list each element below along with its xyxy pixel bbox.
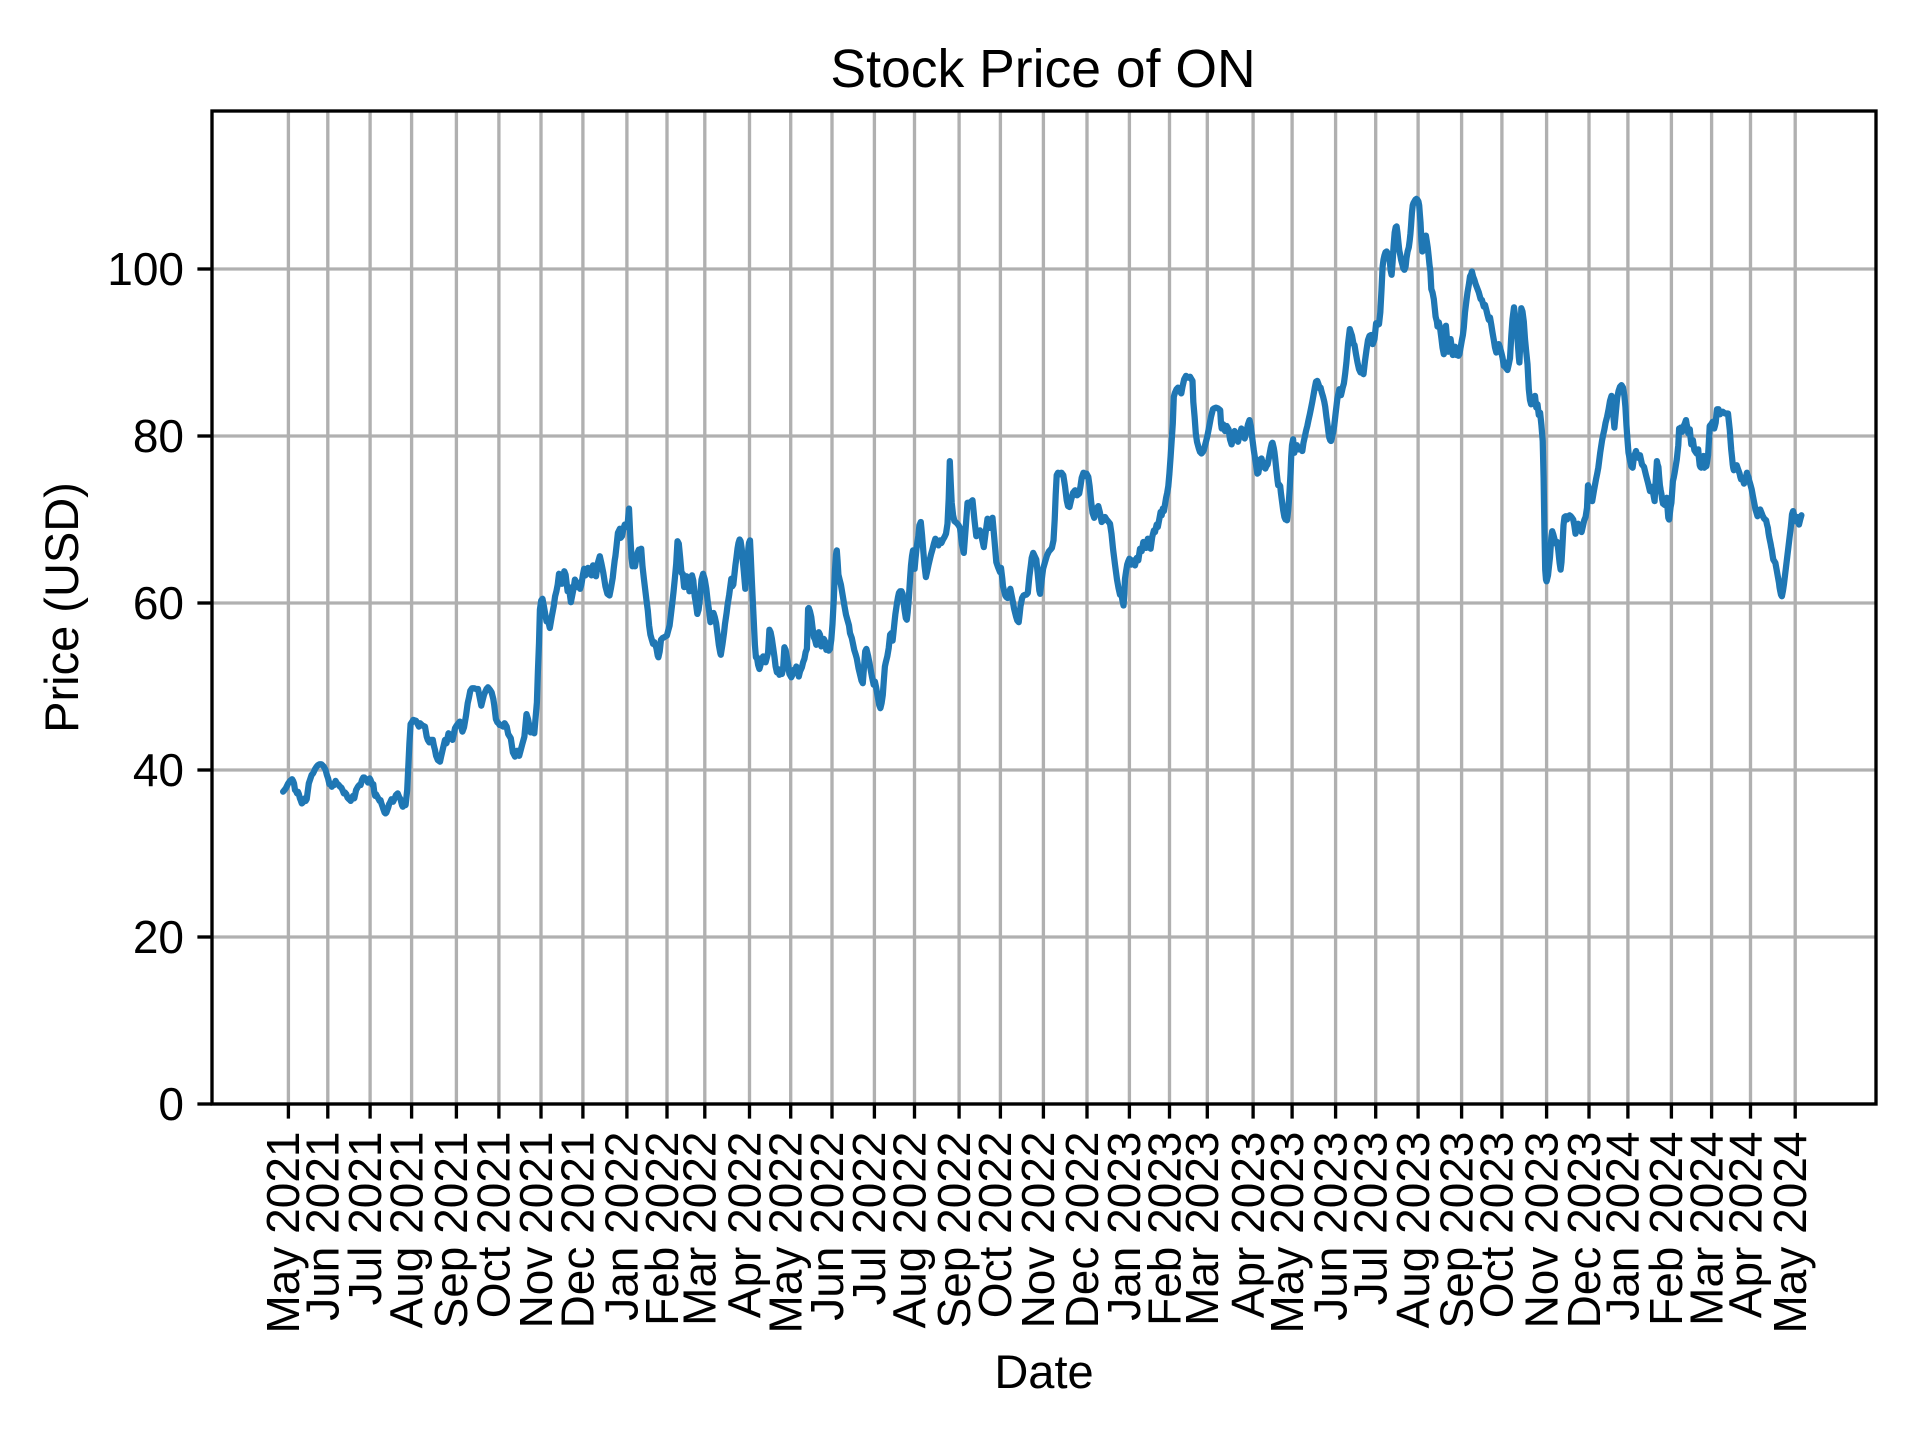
svg-text:Jul 2022: Jul 2022 (843, 1132, 895, 1306)
svg-text:Oct 2021: Oct 2021 (468, 1132, 520, 1319)
svg-text:Date: Date (994, 1345, 1093, 1398)
svg-text:80: 80 (133, 410, 184, 462)
svg-text:0: 0 (158, 1078, 184, 1130)
svg-text:Oct 2023: Oct 2023 (1471, 1132, 1523, 1319)
svg-text:Aug 2022: Aug 2022 (883, 1132, 935, 1329)
svg-text:Aug 2021: Aug 2021 (380, 1132, 432, 1329)
svg-text:20: 20 (133, 911, 184, 963)
svg-text:40: 40 (133, 744, 184, 796)
svg-text:Aug 2023: Aug 2023 (1387, 1132, 1439, 1329)
svg-text:Mar 2022: Mar 2022 (674, 1132, 726, 1326)
svg-text:May 2023: May 2023 (1261, 1132, 1313, 1334)
svg-text:Jun 2021: Jun 2021 (297, 1132, 349, 1321)
svg-text:May 2024: May 2024 (1764, 1132, 1816, 1334)
svg-text:Oct 2022: Oct 2022 (969, 1132, 1021, 1319)
svg-text:Jan 2022: Jan 2022 (596, 1132, 648, 1321)
svg-text:Dec 2023: Dec 2023 (1558, 1132, 1610, 1329)
svg-text:Sep 2023: Sep 2023 (1430, 1132, 1482, 1329)
svg-text:Sep 2022: Sep 2022 (928, 1132, 980, 1329)
svg-text:Jun 2023: Jun 2023 (1304, 1132, 1356, 1321)
svg-text:Jun 2022: Jun 2022 (801, 1132, 853, 1321)
svg-text:Dec 2021: Dec 2021 (552, 1132, 604, 1329)
svg-text:Apr 2024: Apr 2024 (1719, 1132, 1771, 1319)
svg-text:Price (USD): Price (USD) (35, 482, 88, 733)
svg-text:Stock Price of ON: Stock Price of ON (830, 40, 1255, 99)
svg-text:Mar 2023: Mar 2023 (1176, 1132, 1228, 1326)
svg-text:Apr 2023: Apr 2023 (1222, 1132, 1274, 1319)
svg-text:May 2021: May 2021 (257, 1132, 309, 1334)
svg-text:Dec 2022: Dec 2022 (1056, 1132, 1108, 1329)
svg-text:60: 60 (133, 577, 184, 629)
svg-text:Nov 2021: Nov 2021 (510, 1132, 562, 1329)
svg-text:Jan 2023: Jan 2023 (1098, 1132, 1150, 1321)
svg-text:100: 100 (107, 243, 184, 295)
svg-text:Apr 2022: Apr 2022 (718, 1132, 770, 1319)
svg-text:Feb 2023: Feb 2023 (1138, 1132, 1190, 1326)
svg-text:Feb 2024: Feb 2024 (1640, 1132, 1692, 1326)
svg-text:Mar 2024: Mar 2024 (1680, 1132, 1732, 1326)
svg-text:Jul 2021: Jul 2021 (339, 1132, 391, 1306)
svg-text:May 2022: May 2022 (760, 1132, 812, 1334)
svg-text:Nov 2023: Nov 2023 (1515, 1132, 1567, 1329)
svg-text:Sep 2021: Sep 2021 (425, 1132, 477, 1329)
svg-text:Jul 2023: Jul 2023 (1345, 1132, 1397, 1306)
svg-text:Jan 2024: Jan 2024 (1597, 1132, 1649, 1321)
svg-text:Nov 2022: Nov 2022 (1012, 1132, 1064, 1329)
svg-text:Feb 2022: Feb 2022 (636, 1132, 688, 1326)
